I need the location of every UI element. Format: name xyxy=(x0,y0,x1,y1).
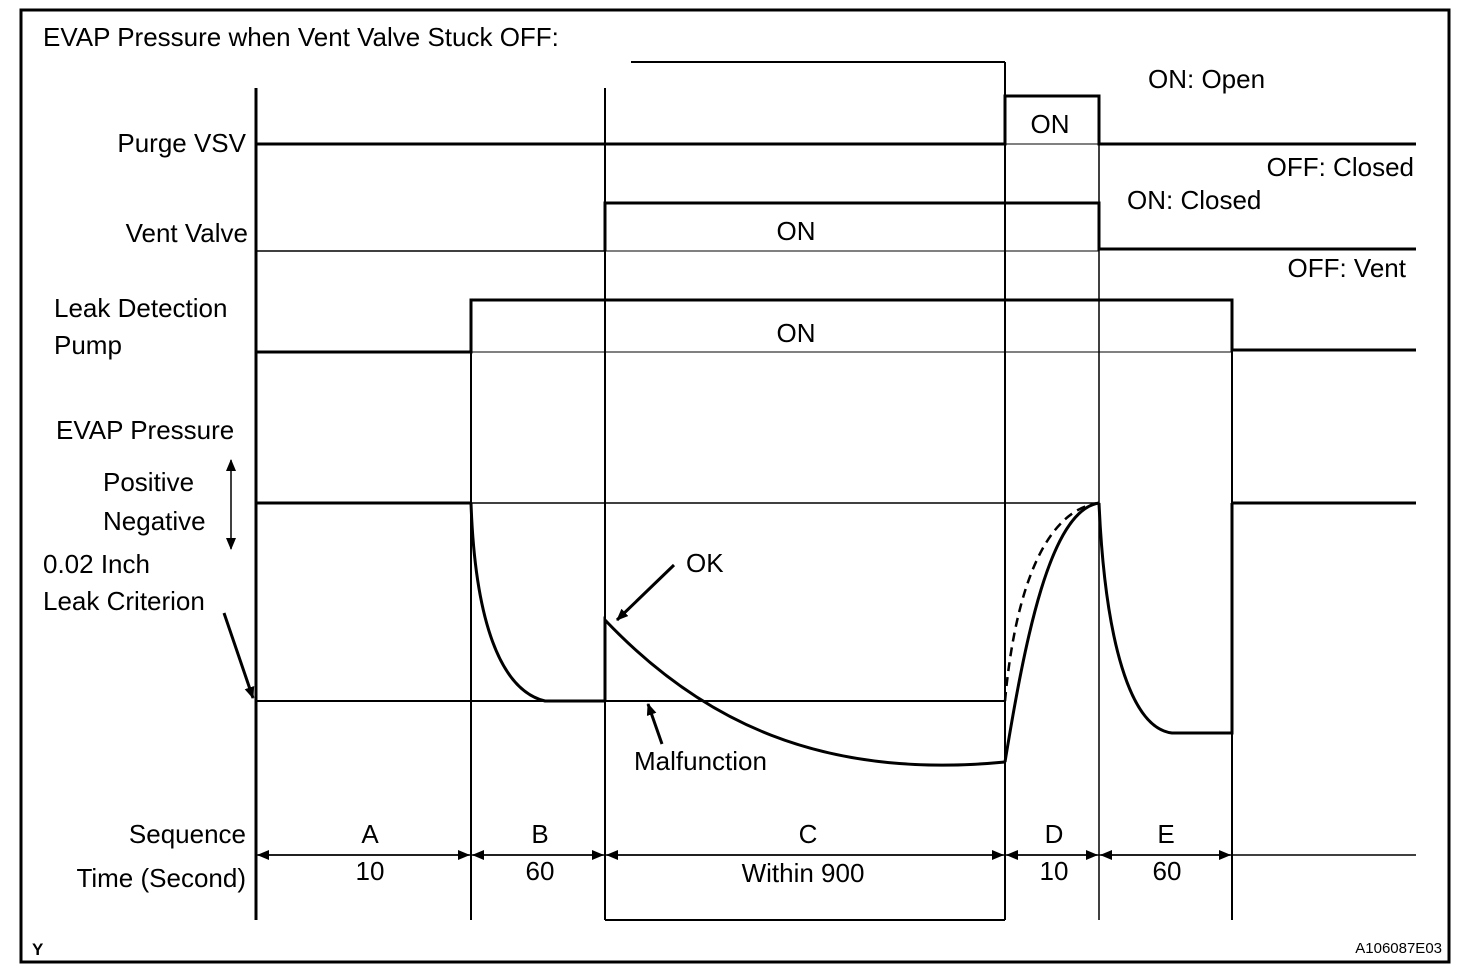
diagram-title: EVAP Pressure when Vent Valve Stuck OFF: xyxy=(43,22,559,52)
step-b-name: B xyxy=(531,819,548,849)
footer-left-code: Y xyxy=(32,940,44,959)
step-e-name: E xyxy=(1157,819,1174,849)
evap-pressure-section: EVAP Pressure Positive Negative 0.02 Inc… xyxy=(43,415,1416,776)
malfunction-label: Malfunction xyxy=(634,746,767,776)
vent-valve-signal: Vent Valve ON ON: Closed OFF: Vent xyxy=(126,185,1416,283)
vent-valve-on-text: ON xyxy=(777,216,816,246)
step-a-time: 10 xyxy=(356,856,385,886)
step-e-time: 60 xyxy=(1153,856,1182,886)
vent-valve-off-state: OFF: Vent xyxy=(1288,253,1407,283)
pressure-curve-c xyxy=(603,616,1006,767)
step-b-time: 60 xyxy=(526,856,555,886)
step-c-time: Within 900 xyxy=(742,858,865,888)
criterion-arrow-icon xyxy=(222,612,255,699)
purge-vsv-on-text: ON xyxy=(1031,109,1070,139)
vent-valve-on-state: ON: Closed xyxy=(1127,185,1261,215)
step-a-name: A xyxy=(361,819,379,849)
sequence-row: Sequence Time (Second) A B C D E 10 60 W… xyxy=(76,819,1416,893)
sequence-label: Sequence xyxy=(129,819,246,849)
leak-pump-signal: Leak Detection Pump ON xyxy=(54,293,1416,360)
step-c-name: C xyxy=(799,819,818,849)
criterion-label-line2: Leak Criterion xyxy=(43,586,205,616)
evap-pressure-label: EVAP Pressure xyxy=(56,415,234,445)
purge-vsv-label: Purge VSV xyxy=(117,128,246,158)
purge-vsv-off-state: OFF: Closed xyxy=(1267,152,1414,182)
malfunction-arrow-icon xyxy=(646,703,664,745)
ok-arrow-icon xyxy=(615,563,676,622)
step-d-time: 10 xyxy=(1040,856,1069,886)
leak-pump-label-line2: Pump xyxy=(54,330,122,360)
step-d-name: D xyxy=(1045,819,1064,849)
vent-valve-label: Vent Valve xyxy=(126,218,248,248)
time-label: Time (Second) xyxy=(76,863,246,893)
purge-vsv-signal: Purge VSV ON ON: Open OFF: Closed xyxy=(117,64,1416,182)
phase-boundaries xyxy=(254,61,1233,921)
negative-label: Negative xyxy=(103,506,206,536)
ok-label: OK xyxy=(686,548,724,578)
pressure-curve-d-dashed xyxy=(1003,501,1100,702)
pressure-curve-d xyxy=(1003,501,1100,763)
pressure-curve-b xyxy=(469,502,605,703)
positive-label: Positive xyxy=(103,467,194,497)
criterion-label-line1: 0.02 Inch xyxy=(43,549,150,579)
footer-figure-id: A106087E03 xyxy=(1355,940,1442,957)
pressure-curve-e xyxy=(1097,502,1234,735)
leak-pump-label-line1: Leak Detection xyxy=(54,293,227,323)
purge-vsv-on-state: ON: Open xyxy=(1148,64,1265,94)
leak-pump-on-text: ON xyxy=(777,318,816,348)
diagram-frame xyxy=(19,8,1451,964)
